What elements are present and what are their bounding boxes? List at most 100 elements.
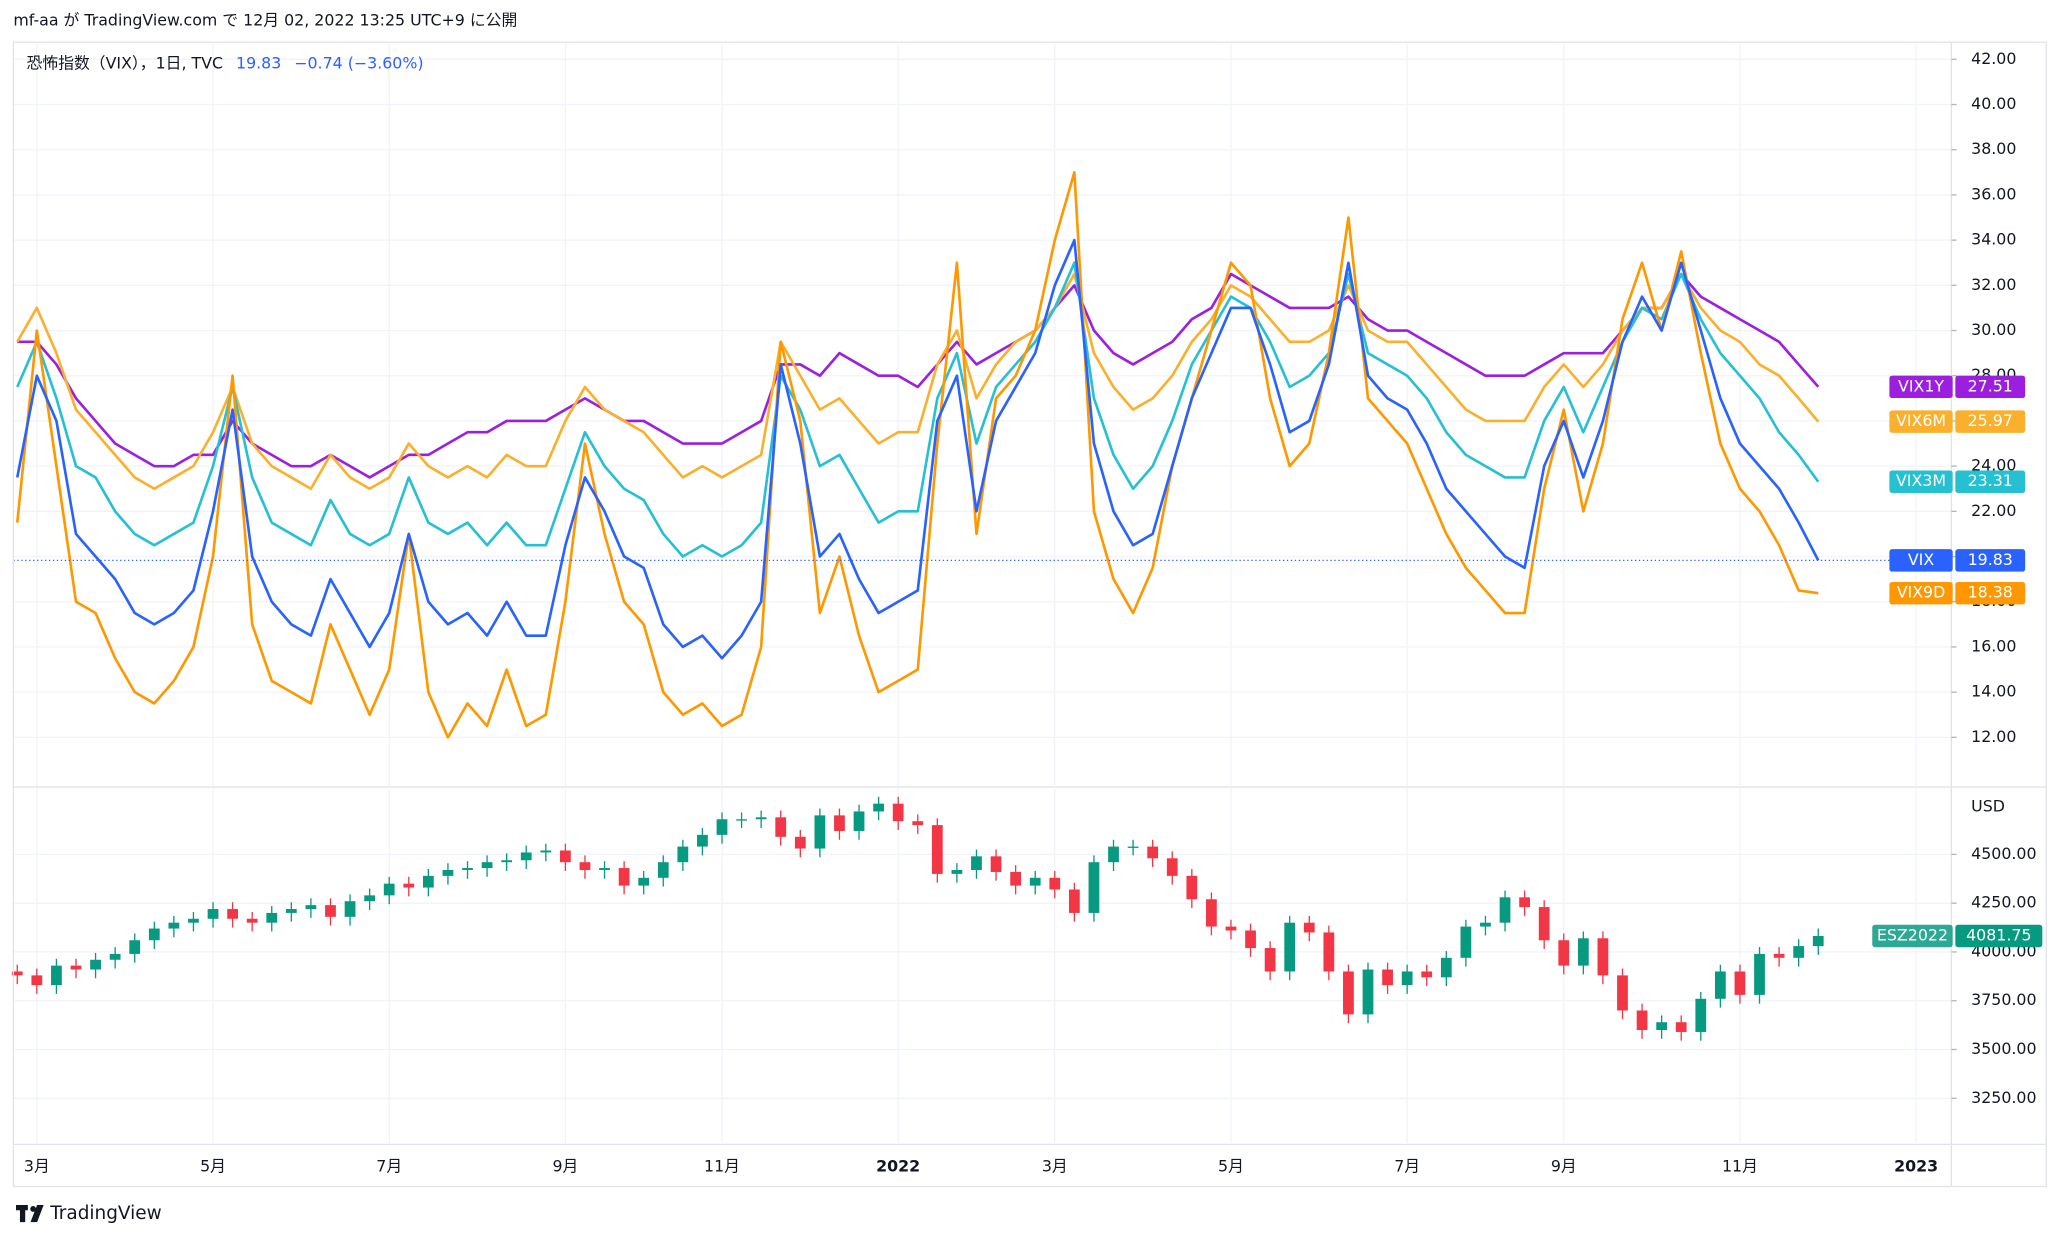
y-tick-label: 32.00 [1971, 275, 2016, 294]
y-tick-label: 4250.00 [1971, 893, 2036, 912]
price-label-name-box [1889, 581, 1953, 605]
brand: TradingView [49, 1203, 161, 1224]
logo-part [30, 1206, 37, 1212]
candle-body [853, 811, 865, 831]
legend-title: 恐怖指数（VIX），1日, TVC [27, 53, 224, 72]
candle-body [481, 862, 493, 869]
candle-body [129, 940, 141, 954]
price-label-name: VIX3M [1896, 471, 1946, 490]
series-line [16, 261, 1820, 558]
candle-body [892, 803, 904, 822]
candle-body [1597, 938, 1609, 976]
x-tick-label: 5月 [1218, 1156, 1244, 1175]
candle-body [775, 817, 787, 837]
y-tick-label: 22.00 [1971, 501, 2016, 520]
candle-body [1147, 846, 1159, 859]
x-tick-label: 7月 [376, 1156, 402, 1175]
candle-body [540, 850, 552, 853]
candle-body [971, 856, 982, 870]
candle-body [1206, 899, 1217, 927]
candle-body [638, 877, 650, 886]
price-label-name: VIX6M [1896, 411, 1946, 430]
candle-body [266, 912, 278, 923]
x-tick-label: 2022 [876, 1156, 920, 1175]
candle-body [11, 971, 23, 976]
candle-body [207, 909, 219, 919]
candle-body [657, 862, 669, 878]
y-tick-label: 24.00 [1971, 456, 2016, 475]
candle-body [912, 821, 924, 826]
price-labels: VIX 19.83 VIX9D 18.38 VIX3M 23.31 VIX6M 25.97 VI… [1872, 375, 2043, 948]
y-tick-label: 16.00 [1971, 636, 2016, 655]
candle-body [697, 834, 708, 847]
grid [13, 43, 1952, 1144]
y-tick-label: 12.00 [1971, 727, 2016, 746]
price-label-name-box [1889, 549, 1953, 572]
price-label-name: VIX [1908, 550, 1934, 569]
candle-body [1303, 922, 1315, 933]
candle-body [579, 862, 591, 871]
candle-body [1108, 846, 1119, 863]
candle-body [1440, 957, 1452, 978]
y-tick-label: 38.00 [1971, 139, 2016, 158]
candle-body [383, 883, 395, 896]
candle-body [1186, 875, 1198, 900]
candle-body [1519, 897, 1530, 908]
x-tick-label: 5月 [200, 1156, 226, 1175]
candle-body [325, 905, 336, 917]
legend-last: 19.83 [236, 53, 281, 72]
series-line [16, 272, 1820, 491]
candle-body [227, 909, 238, 919]
candle-body [1029, 877, 1041, 886]
candle-body [90, 959, 101, 970]
y-tick-label: 3250.00 [1971, 1088, 2036, 1107]
candle-body [716, 819, 728, 835]
candle-body [1401, 971, 1413, 986]
candle-body [442, 870, 454, 876]
x-tick-label: 11月 [704, 1156, 740, 1175]
legend: 恐怖指数（VIX），1日, TVC 19.83 −0.74 (−3.60%) [27, 53, 424, 72]
candle-body [794, 836, 806, 849]
candle-body [1656, 1022, 1668, 1031]
candle-body [1538, 907, 1550, 941]
series-line [15, 171, 1819, 739]
logo-part [30, 1204, 44, 1223]
y-tick-label: 3500.00 [1971, 1039, 2036, 1058]
x-tick-label: 9月 [1551, 1156, 1577, 1175]
candle-body [1127, 846, 1139, 848]
candle-body [1695, 998, 1707, 1032]
candle-body [618, 868, 630, 886]
candle-body [1793, 946, 1805, 958]
x-tick-label: 2023 [1894, 1156, 1938, 1175]
candle-body [1421, 971, 1433, 978]
price-label-value-box [1955, 924, 2043, 948]
y-tick-label: 4500.00 [1971, 844, 2036, 863]
candle-body [1245, 930, 1256, 949]
candle-body [1480, 922, 1491, 927]
candle-body [736, 819, 747, 821]
candle-body [1617, 975, 1628, 1011]
candle-body [364, 895, 376, 902]
candle-body [285, 909, 297, 913]
candle-body [1088, 862, 1100, 913]
candle-body [168, 922, 180, 929]
brand-logo [15, 1204, 44, 1223]
candle-body [1323, 932, 1335, 972]
x-tick-label: 3月 [1042, 1156, 1068, 1175]
price-label-value-box [1955, 549, 2026, 572]
price-label-name: ESZ2022 [1877, 926, 1948, 945]
candle-body [1714, 971, 1726, 999]
candle-body [70, 965, 82, 970]
candle-body [462, 868, 473, 870]
candle-body [109, 953, 121, 960]
candle-body [834, 815, 845, 831]
price-label-value: 25.97 [1968, 411, 2013, 430]
price-label-name: VIX1Y [1898, 376, 1944, 395]
candle-body [1754, 953, 1765, 995]
candle-body [1812, 936, 1824, 947]
candle-body [246, 918, 258, 923]
candle-body [1577, 938, 1589, 966]
candle-body [560, 850, 571, 863]
series-line [15, 238, 1820, 660]
